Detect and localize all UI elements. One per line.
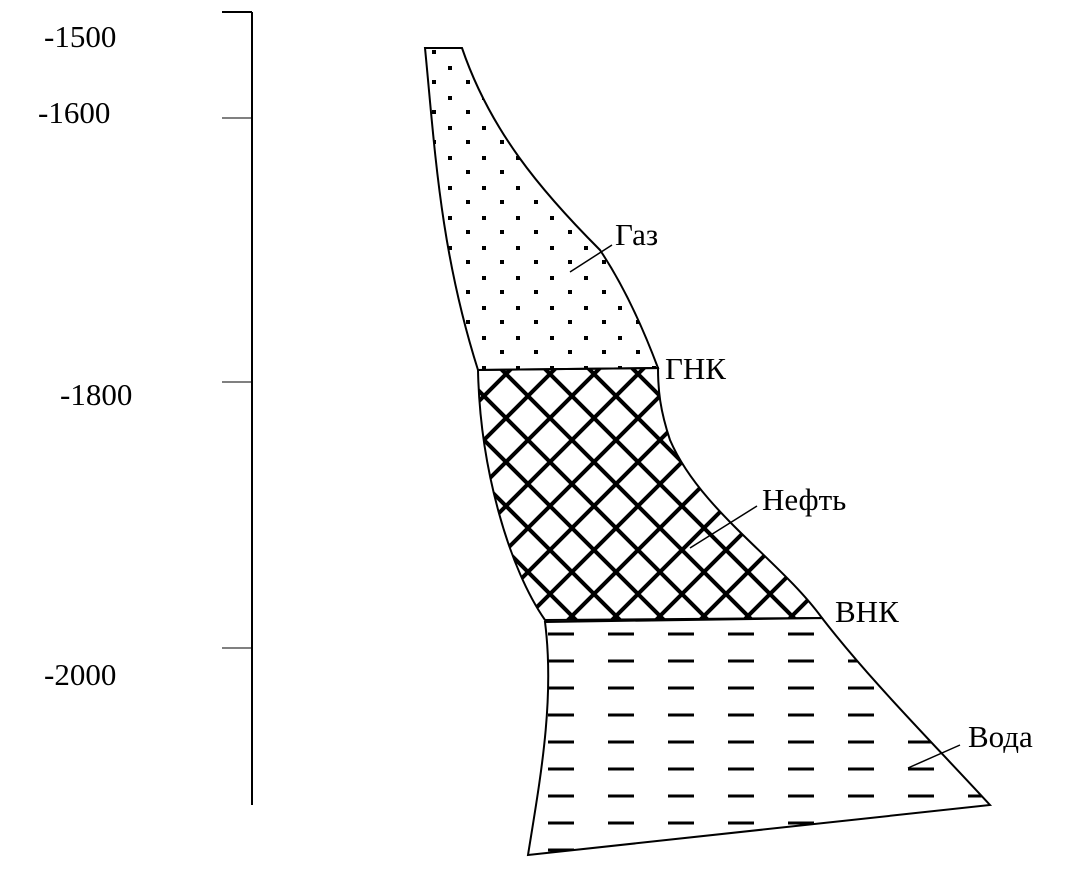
- zone-label: Газ: [615, 217, 658, 252]
- depth-label: -1500: [44, 19, 116, 54]
- water-zone: [526, 616, 993, 857]
- depth-axis: [222, 11, 253, 805]
- zone-label: Вода: [968, 719, 1033, 754]
- depth-label: -1600: [38, 95, 110, 130]
- gas-zone: [423, 47, 660, 372]
- depth-label: -1800: [60, 377, 132, 412]
- leader-lines: [569, 244, 961, 769]
- contact-label: ВНК: [835, 594, 899, 629]
- depth-label: -2000: [44, 657, 116, 692]
- zone-label: Нефть: [762, 482, 846, 517]
- oil-zone: [476, 366, 824, 622]
- contact-label: ГНК: [665, 351, 726, 386]
